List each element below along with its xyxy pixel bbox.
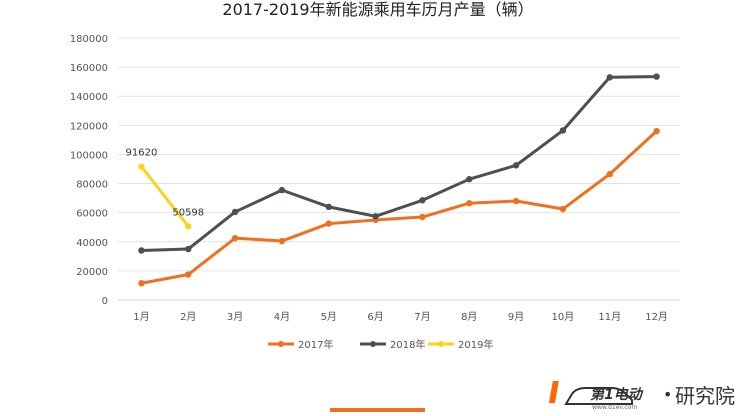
x-tick-label: 6月 [367,311,383,323]
logo-suffix-text: 研究院 [675,384,735,408]
logo-text: 第1电动 [590,386,644,403]
data-point [466,175,473,183]
data-point [653,127,660,135]
data-point [559,205,567,213]
y-tick-label: 60000 [76,209,108,220]
legend-label: 2018年 [390,338,425,351]
legend-label: 2019年 [458,338,493,351]
data-point [372,213,379,220]
data-point [185,245,192,253]
data-point [185,223,192,230]
x-tick-label: 3月 [227,311,243,323]
y-tick-label: 0 [102,296,108,307]
legend-label: 2017年 [298,338,333,351]
series-line-1 [141,75,657,253]
watermark-logo: 第1电动 www.d1ev.com • 研究院 [548,381,735,411]
data-point [138,280,145,287]
data-point [419,213,426,221]
data-point [606,170,613,178]
legend: 2017年 2018年 2019年 [268,338,493,351]
y-tick-label: 20000 [76,267,108,278]
data-labels: 91620 50598 [126,148,205,219]
chart-title: 2017-2019年新能源乘用车历月产量（辆） [222,0,533,19]
data-point [231,208,239,216]
x-tick-label: 9月 [508,311,524,323]
data-point [138,163,145,170]
bottom-accent-bar [330,408,425,412]
legend-marker [370,341,376,347]
y-axis-ticks: 0 20000 40000 60000 80000 100000 120000 140000 1… [70,34,108,307]
x-axis-ticks: 1月 2月 3月 4月 5月 6月 7月 8月 9月 10月 11月 12月 [133,311,668,323]
data-label: 91620 [126,148,158,159]
data-point [278,186,286,194]
logo-separator: • [663,385,672,404]
series-line-0 [141,130,658,285]
legend-marker [278,341,284,347]
x-tick-label: 1月 [133,311,149,323]
data-point [325,203,332,211]
data-point [512,197,520,205]
y-tick-label: 140000 [70,92,108,103]
y-tick-label: 160000 [70,63,108,74]
x-tick-label: 10月 [552,311,575,323]
data-point [512,162,520,169]
x-tick-label: 2月 [180,311,196,323]
x-tick-label: 4月 [274,311,290,323]
grid-lines [118,37,680,301]
data-point [606,74,613,81]
y-tick-label: 80000 [76,180,108,191]
y-tick-label: 40000 [76,238,108,249]
y-tick-label: 100000 [70,150,108,161]
logo-accent-bar [548,381,559,403]
data-point [325,220,332,227]
car-logo-icon [564,387,633,405]
legend-marker [438,341,444,347]
data-point [466,200,473,207]
x-tick-label: 11月 [598,311,621,323]
data-point [419,197,426,204]
series-line-2 [140,165,190,228]
y-tick-label: 180000 [70,34,108,45]
logo-url-text: www.d1ev.com [592,404,637,411]
data-point [559,127,567,134]
data-point [185,271,192,278]
x-tick-label: 12月 [645,311,668,323]
x-tick-label: 8月 [461,311,477,323]
data-point [278,237,286,245]
x-tick-label: 5月 [321,311,337,323]
data-point [138,247,145,254]
data-point [231,234,239,242]
data-point [653,73,660,80]
series-lines [138,73,660,287]
data-label: 50598 [172,207,204,218]
y-tick-label: 120000 [70,121,108,132]
x-tick-label: 7月 [414,311,430,323]
